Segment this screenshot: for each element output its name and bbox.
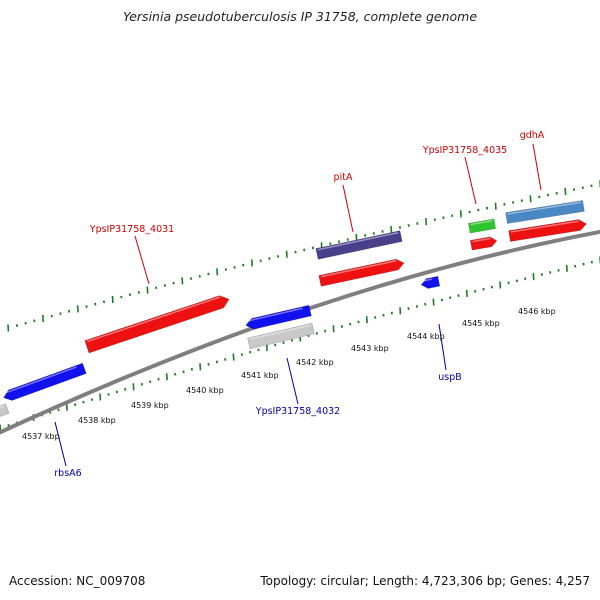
label-leader-lines	[54, 143, 542, 467]
genome-summary-text: Topology: circular; Length: 4,723,306 bp…	[260, 574, 590, 588]
gene-label-YpsIP31758_4032[interactable]: YpsIP31758_4032	[255, 406, 340, 417]
leader-line	[54, 421, 67, 467]
feature-layer	[0, 200, 588, 421]
feature-arrow-YpsIP31758_4031[interactable]	[84, 293, 231, 354]
gene-label-gdhA[interactable]: gdhA	[520, 130, 545, 141]
scale-label: 4541 kbp	[241, 371, 279, 380]
feature-track-gdhA[interactable]	[505, 200, 585, 224]
leader-line	[342, 184, 354, 233]
inner-tick-ring	[0, 256, 600, 432]
scale-label: 4544 kbp	[407, 332, 445, 341]
scale-label: 4542 kbp	[296, 358, 334, 367]
gene-label-rbsA6[interactable]: rbsA6	[54, 468, 81, 479]
scale-label: 4540 kbp	[186, 386, 224, 395]
feature-arrow-YpsIP31758_4035[interactable]	[469, 236, 498, 251]
scale-label: 4546 kbp	[518, 307, 556, 316]
scale-labels: 4537 kbp 4538 kbp 4539 kbp 4540 kbp 4541 kbp…	[22, 307, 556, 441]
gene-label-YpsIP31758_4031[interactable]: YpsIP31758_4031	[89, 224, 174, 235]
accession-text: Accession: NC_009708	[9, 574, 146, 588]
gene-label-YpsIP31758_4035[interactable]: YpsIP31758_4035	[422, 145, 507, 156]
leader-line	[464, 156, 477, 205]
feature-arrow-gdhA[interactable]	[508, 218, 588, 242]
feature-arrow-pitA[interactable]	[318, 258, 405, 287]
feature-arrow-rbsA6[interactable]	[2, 362, 87, 403]
feature-arrow-uspB[interactable]	[420, 275, 441, 290]
outer-tick-ring	[7, 180, 600, 332]
feature-track-rbsA6[interactable]	[0, 403, 10, 421]
scale-label: 4545 kbp	[462, 319, 500, 328]
leader-line	[286, 357, 299, 405]
genome-backbone	[0, 229, 600, 435]
scale-label: 4538 kbp	[78, 416, 116, 425]
gene-labels: YpsIP31758_4031 pitA YpsIP31758_4035 gdhA Yp…	[54, 130, 545, 479]
feature-track-pitA[interactable]	[315, 230, 403, 260]
scale-label: 4537 kbp	[22, 432, 60, 441]
gene-label-uspB[interactable]: uspB	[438, 372, 462, 383]
leader-line	[438, 323, 447, 371]
scale-label: 4539 kbp	[131, 401, 169, 410]
gene-label-pitA[interactable]: pitA	[334, 172, 353, 183]
genome-title: Yersinia pseudotuberculosis IP 31758, co…	[122, 9, 478, 24]
scale-label: 4543 kbp	[351, 344, 389, 353]
feature-track-YpsIP31758_4035[interactable]	[467, 218, 497, 234]
leader-line	[532, 143, 542, 191]
feature-track-YpsIP31758_4032[interactable]	[247, 322, 315, 350]
leader-line	[134, 235, 150, 285]
feature-arrow-YpsIP31758_4032[interactable]	[245, 304, 312, 331]
